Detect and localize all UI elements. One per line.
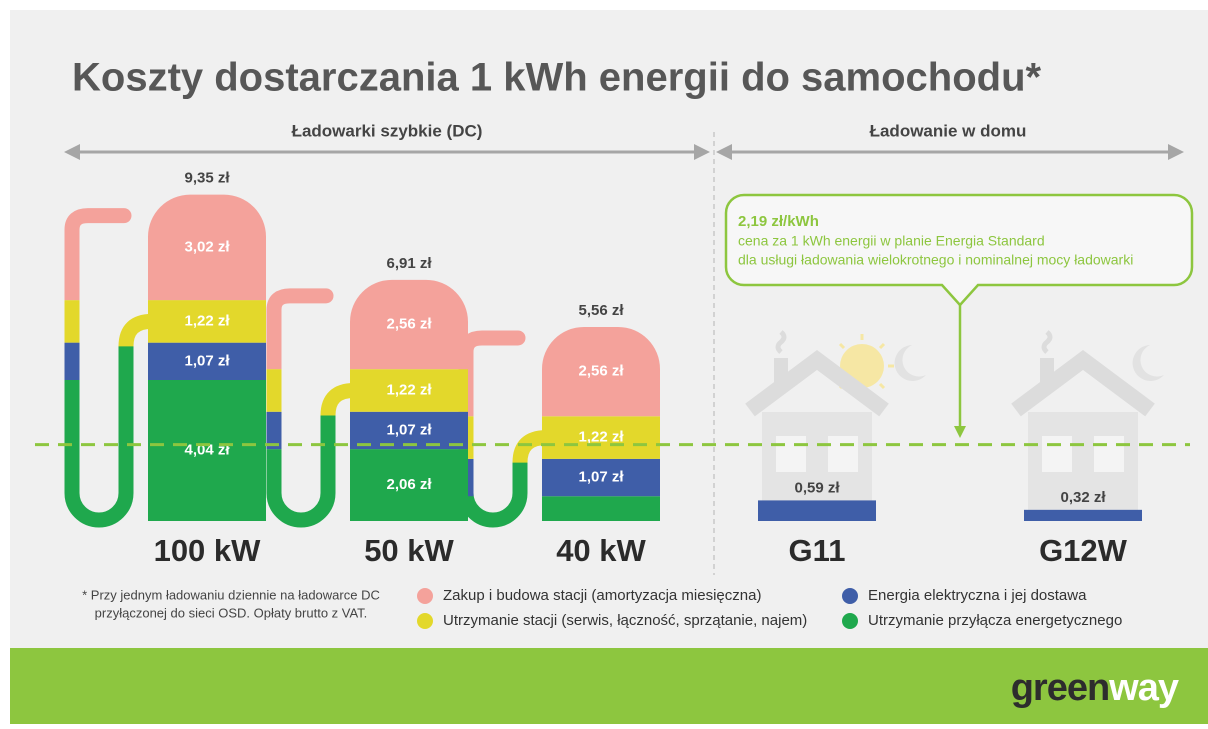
bar-segment bbox=[758, 500, 876, 521]
chimney bbox=[1040, 358, 1054, 384]
value-label: 1,22 zł bbox=[184, 312, 230, 329]
value-label: 3,02 zł bbox=[184, 238, 230, 255]
reference-label: 2,19 zł/kWh bbox=[738, 213, 819, 230]
value-label: 2,06 zł bbox=[386, 476, 432, 493]
x-tick-label: G12W bbox=[1039, 533, 1128, 568]
footnote: * Przy jednym ładowaniu dziennie na łado… bbox=[82, 587, 380, 602]
window bbox=[1042, 436, 1072, 472]
value-label: 1,22 zł bbox=[386, 381, 432, 398]
bar-segment bbox=[1024, 510, 1142, 521]
window bbox=[828, 436, 858, 472]
total-label: 5,56 zł bbox=[578, 302, 624, 319]
logo: greenway bbox=[1011, 667, 1179, 709]
logo-part: green bbox=[1011, 667, 1109, 709]
legend-label: Energia elektryczna i jej dostawa bbox=[868, 587, 1087, 604]
legend-label: Utrzymanie stacji (serwis, łączność, spr… bbox=[443, 612, 807, 629]
reference-text: dla usługi ładowania wielokrotnego i nom… bbox=[738, 252, 1133, 268]
value-label: 0,59 zł bbox=[794, 479, 840, 496]
window bbox=[1094, 436, 1124, 472]
group-label: Ładowanie w domu bbox=[870, 121, 1027, 140]
value-label: 1,22 zł bbox=[578, 429, 624, 446]
legend-swatch bbox=[417, 613, 433, 629]
reference-text: cena za 1 kWh energii w planie Energia S… bbox=[738, 233, 1045, 249]
total-label: 6,91 zł bbox=[386, 255, 432, 272]
value-label: 1,07 zł bbox=[184, 352, 230, 369]
value-label: 0,32 zł bbox=[1060, 489, 1106, 506]
footnote: przyłączonej do sieci OSD. Opłaty brutto… bbox=[95, 605, 368, 620]
x-tick-label: 40 kW bbox=[556, 533, 646, 568]
chimney bbox=[774, 358, 788, 384]
value-label: 2,56 zł bbox=[386, 315, 432, 332]
value-label: 2,56 zł bbox=[578, 363, 624, 380]
legend-swatch bbox=[842, 588, 858, 604]
value-label: 1,07 zł bbox=[578, 469, 624, 486]
legend-label: Utrzymanie przyłącza energetycznego bbox=[868, 612, 1122, 629]
x-tick-label: 50 kW bbox=[364, 533, 454, 568]
chart-title: Koszty dostarczania 1 kWh energii do sam… bbox=[72, 56, 1042, 100]
total-label: 9,35 zł bbox=[184, 170, 230, 187]
legend-swatch bbox=[417, 588, 433, 604]
window bbox=[776, 436, 806, 472]
group-label: Ładowarki szybkie (DC) bbox=[292, 121, 483, 140]
bar-segment bbox=[542, 496, 660, 521]
chart: Koszty dostarczania 1 kWh energii do sam… bbox=[0, 0, 1208, 724]
page: Koszty dostarczania 1 kWh energii do sam… bbox=[0, 0, 1208, 724]
x-tick-label: G11 bbox=[789, 533, 846, 568]
legend-swatch bbox=[842, 613, 858, 629]
logo-part: way bbox=[1108, 667, 1179, 709]
x-tick-label: 100 kW bbox=[154, 533, 262, 568]
value-label: 1,07 zł bbox=[386, 421, 432, 438]
legend-label: Zakup i budowa stacji (amortyzacja miesi… bbox=[443, 587, 761, 604]
